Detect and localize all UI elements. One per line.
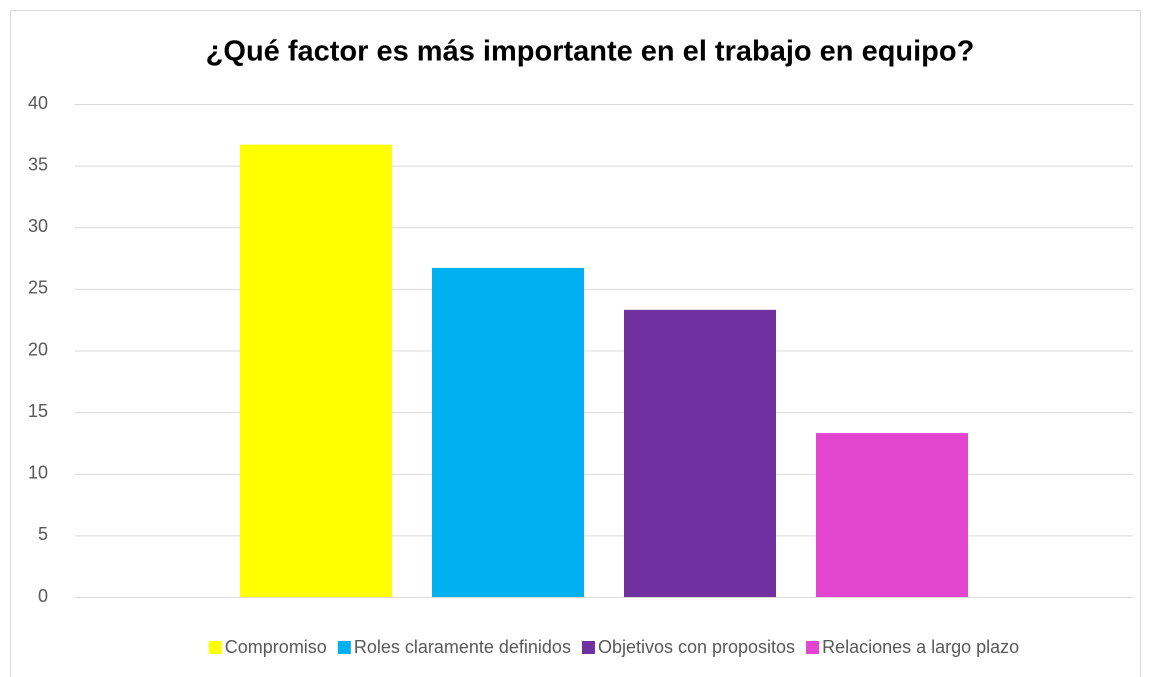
bar [432,267,584,597]
y-tick-label: 5 [38,524,48,544]
bar [816,433,968,597]
chart-title: ¿Qué factor es más importante en el trab… [206,36,975,68]
legend-label: Relaciones a largo plazo [822,637,1019,657]
y-tick-label: 10 [28,463,48,483]
legend-label: Roles claramente definidos [354,637,571,657]
legend-swatch [208,641,222,654]
y-tick-label: 30 [28,216,48,236]
legend-swatch [337,641,351,654]
y-tick-label: 35 [28,154,48,174]
bar [624,309,776,597]
legend-swatch [581,641,595,654]
y-tick-label: 20 [28,339,48,359]
y-tick-label: 40 [28,93,48,113]
y-tick-label: 25 [28,278,48,298]
y-tick-label: 0 [38,586,48,606]
legend-swatch [806,641,820,654]
y-tick-label: 15 [28,401,48,421]
legend-label: Objetivos con propositos [598,637,795,657]
bar [240,144,392,598]
legend-label: Compromiso [225,637,327,657]
